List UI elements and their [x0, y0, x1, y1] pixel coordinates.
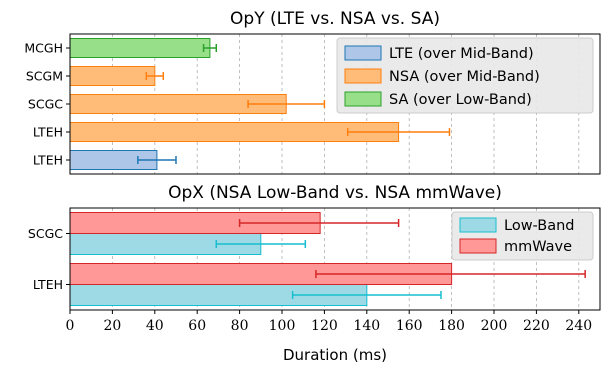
top-panel-title: OpY (LTE vs. NSA vs. SA) — [230, 9, 440, 29]
top-panel-frame — [69, 33, 601, 175]
legend-swatch — [459, 217, 497, 233]
x-tick-label: 60 — [188, 318, 206, 334]
top-legend — [336, 37, 594, 114]
bar-nsa-scgm — [69, 66, 156, 86]
bottom-category-label: SCGC — [28, 226, 63, 241]
x-axis-label: Duration (ms) — [283, 346, 387, 364]
x-tick-label: 20 — [103, 318, 121, 334]
bar-sa-mcgh — [69, 38, 211, 58]
x-tick-label: 100 — [269, 318, 296, 334]
top-category-label: SCGC — [28, 97, 63, 112]
x-tick-label: 0 — [66, 318, 75, 334]
x-tick-label: 160 — [396, 318, 423, 334]
bottom-panel-frame — [69, 207, 601, 311]
x-tick-label: 200 — [481, 318, 508, 334]
bottom-panel-title: OpX (NSA Low-Band vs. NSA mmWave) — [168, 183, 502, 203]
legend-label: NSA (over Mid-Band) — [389, 69, 540, 85]
bottom-category-label: LTEH — [33, 277, 63, 292]
legend-label: mmWave — [504, 239, 572, 255]
x-tick-label: 140 — [353, 318, 380, 334]
x-tick-label: 80 — [231, 318, 249, 334]
legend-swatch — [344, 91, 382, 107]
top-category-label: LTEH — [33, 125, 63, 140]
legend-label: Low-Band — [504, 218, 575, 234]
top-category-label: SCGM — [26, 69, 63, 84]
top-category-label: LTEH — [33, 153, 63, 168]
legend-label: SA (over Low-Band) — [389, 92, 532, 108]
x-tick-label: 40 — [146, 318, 164, 334]
legend-label: LTE (over Mid-Band) — [389, 46, 534, 62]
x-tick-label: 240 — [565, 318, 592, 334]
legend-swatch — [459, 238, 497, 254]
legend-swatch — [344, 45, 382, 61]
top-category-label: MCGH — [24, 41, 63, 56]
x-tick-label: 180 — [438, 318, 465, 334]
legend-swatch — [344, 68, 382, 84]
x-tick-label: 120 — [311, 318, 338, 334]
x-tick-label: 220 — [523, 318, 550, 334]
